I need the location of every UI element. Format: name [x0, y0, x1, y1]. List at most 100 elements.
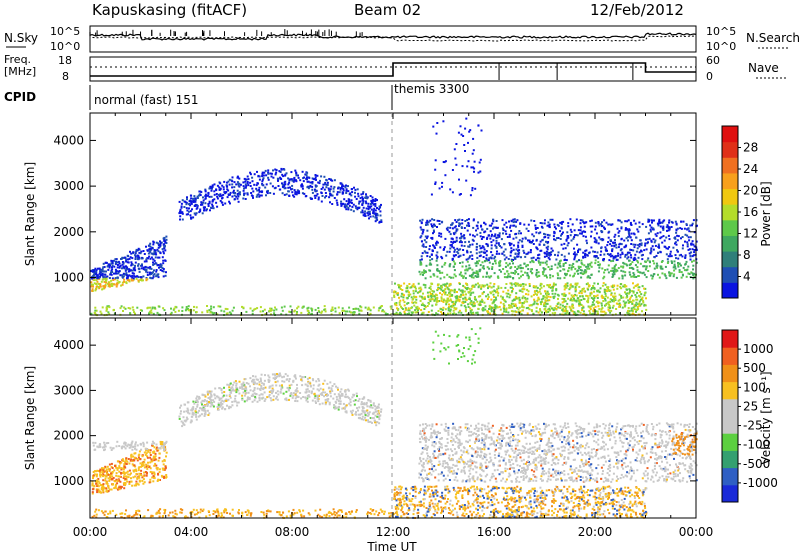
power-echo: [436, 133, 438, 135]
power-echo: [502, 219, 504, 221]
power-echo: [614, 236, 616, 238]
power-echo: [497, 234, 499, 236]
power-echo: [601, 231, 603, 233]
velocity-echo: [128, 476, 130, 478]
power-echo: [632, 267, 634, 269]
power-echo: [327, 182, 329, 184]
velocity-echo: [120, 473, 122, 475]
power-echo: [471, 255, 473, 257]
power-echo: [641, 258, 643, 260]
nave-label: Nave: [748, 61, 779, 75]
power-echo: [315, 190, 317, 192]
power-echo: [362, 191, 364, 193]
power-echo: [501, 238, 503, 240]
power-echo: [470, 292, 472, 294]
power-echo: [587, 297, 589, 299]
power-echo: [605, 295, 607, 297]
power-echo: [438, 283, 440, 285]
power-echo: [449, 276, 451, 278]
power-echo: [435, 312, 437, 314]
velocity-echo: [165, 455, 167, 457]
power-echo: [291, 191, 293, 193]
power-echo: [303, 306, 305, 308]
power-echo: [530, 268, 532, 270]
power-echo: [473, 149, 475, 151]
power-echo: [646, 276, 648, 278]
power-colorbar-swatch: [722, 267, 738, 283]
power-echo: [605, 304, 607, 306]
velocity-echo: [118, 445, 120, 447]
power-echo: [546, 276, 548, 278]
power-echo: [475, 265, 477, 267]
power-echo: [338, 307, 340, 309]
power-echo: [473, 171, 475, 173]
power-echo: [649, 224, 651, 226]
power-echo: [209, 196, 211, 198]
power-echo: [675, 268, 677, 270]
power-echo: [520, 232, 522, 234]
power-echo: [272, 185, 274, 187]
power-echo: [628, 288, 630, 290]
velocity-echo: [356, 407, 358, 409]
power-echo: [158, 267, 160, 269]
power-echo: [256, 171, 258, 173]
power-echo: [320, 192, 322, 194]
power-echo: [607, 241, 609, 243]
power-echo: [502, 296, 504, 298]
power-echo: [639, 271, 641, 273]
power-echo: [632, 282, 634, 284]
power-echo: [308, 177, 310, 179]
velocity-echo: [165, 466, 167, 468]
power-echo: [444, 283, 446, 285]
power-echo: [585, 266, 587, 268]
velocity-echo: [128, 458, 130, 460]
power-echo: [205, 197, 207, 199]
power-echo: [107, 269, 109, 271]
power-echo: [453, 260, 455, 262]
power-echo: [669, 275, 671, 277]
power-echo: [535, 285, 537, 287]
power-echo: [642, 285, 644, 287]
power-echo: [655, 245, 657, 247]
velocity-echo: [133, 464, 135, 466]
power-echo: [694, 245, 696, 247]
power-echo: [603, 276, 605, 278]
power-echo: [292, 180, 294, 182]
velocity-echo: [99, 482, 101, 484]
power-echo: [636, 266, 638, 268]
power-echo: [538, 271, 540, 273]
power-echo: [508, 304, 510, 306]
power-echo: [565, 283, 567, 285]
power-echo: [284, 194, 286, 196]
power-echo: [90, 281, 92, 283]
power-echo: [135, 262, 137, 264]
power-echo: [493, 286, 495, 288]
power-echo: [441, 186, 443, 188]
power-echo: [448, 289, 450, 291]
power-echo: [334, 179, 336, 181]
power-echo: [533, 257, 535, 259]
power-echo: [220, 200, 222, 202]
velocity-echo: [126, 481, 128, 483]
power-echo: [508, 221, 510, 223]
velocity-echo: [158, 457, 160, 459]
power-echo: [322, 195, 324, 197]
power-echo: [407, 297, 409, 299]
power-echo: [493, 299, 495, 301]
power-echo: [449, 295, 451, 297]
power-echo: [127, 255, 129, 257]
power-echo: [582, 256, 584, 258]
power-echo: [323, 309, 325, 311]
power-echo: [473, 272, 475, 274]
power-echo: [421, 222, 423, 224]
power-echo: [619, 299, 621, 301]
power-echo: [522, 245, 524, 247]
power-echo: [127, 277, 129, 279]
power-echo: [510, 225, 512, 227]
power-echo: [187, 213, 189, 215]
power-echo: [517, 285, 519, 287]
power-echo: [479, 269, 481, 271]
power-echo: [684, 228, 686, 230]
power-echo: [597, 313, 599, 315]
